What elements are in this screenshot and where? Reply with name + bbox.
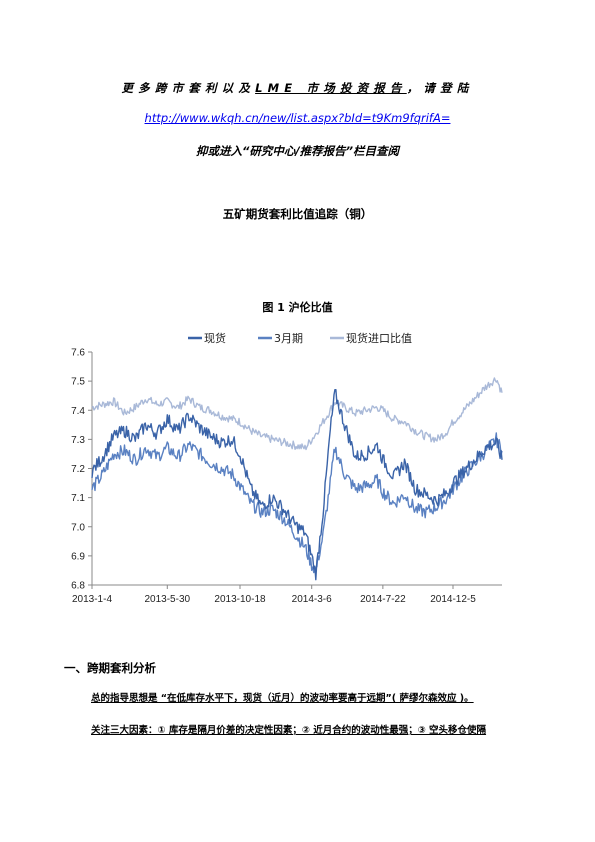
promo-line: 更多跨市套利以及LME 市场投资报告，请登陆 <box>0 80 595 96</box>
document-title: 五矿期货套利比值追踪（铜） <box>222 207 373 221</box>
y-tick-label: 7.6 <box>71 348 85 359</box>
paragraph-line-2: 关注三大因素：① 库存是隔月价差的决定性因素；② 近月合约的波动性最强；③ 空头… <box>91 725 487 736</box>
series-line-2 <box>91 377 503 451</box>
sub-line: 抑或进入“研究中心/推荐报告”栏目查阅 <box>195 144 399 158</box>
x-tick-label: 2014-7-22 <box>360 594 406 605</box>
x-tick-label: 2014-12-5 <box>430 594 476 605</box>
y-tick-label: 7.4 <box>71 406 85 417</box>
y-tick-label: 6.8 <box>71 581 85 592</box>
report-link[interactable]: http://www.wkqh.cn/new/list.aspx?bId=t9K… <box>144 111 451 125</box>
y-tick-label: 7.3 <box>71 435 85 446</box>
y-tick-label: 7.5 <box>71 377 85 388</box>
x-tick-label: 2013-1-4 <box>72 594 112 605</box>
legend-label-0: 现货 <box>204 331 226 345</box>
figure-caption: 图 1 沪伦比值 <box>262 301 333 314</box>
x-tick-label: 2014-3-6 <box>292 594 332 605</box>
y-tick-label: 7.1 <box>71 493 85 504</box>
y-tick-label: 7.2 <box>71 464 85 475</box>
x-tick-label: 2013-5-30 <box>144 594 190 605</box>
ratio-line-chart: 6.8 6.9 7.0 7.1 7.2 7.3 7.4 7.5 7.6 2013-1-4 2013-… <box>71 331 503 605</box>
series-line-1 <box>91 432 503 574</box>
x-tick-label: 2013-10-18 <box>214 594 266 605</box>
legend-label-1: 3月期 <box>274 332 303 345</box>
paragraph-line-1: 总的指导思想是 “在低库存水平下，现货（近月）的波动率要高于远期”( 萨缪尔森效… <box>91 693 474 704</box>
series-line-0 <box>91 389 503 581</box>
url-line: http://www.wkqh.cn/new/list.aspx?bId=t9K… <box>0 111 595 125</box>
y-tick-label: 7.0 <box>71 522 85 533</box>
section-heading: 一、跨期套利分析 <box>64 661 156 675</box>
y-tick-label: 6.9 <box>71 551 85 562</box>
promo-text-2: ，请登陆 <box>406 81 474 95</box>
promo-text-lme: LME 市场投资报告 <box>255 81 407 95</box>
legend-label-2: 现货进口比值 <box>346 331 412 345</box>
promo-text-1: 更多跨市套利以及 <box>121 81 256 95</box>
